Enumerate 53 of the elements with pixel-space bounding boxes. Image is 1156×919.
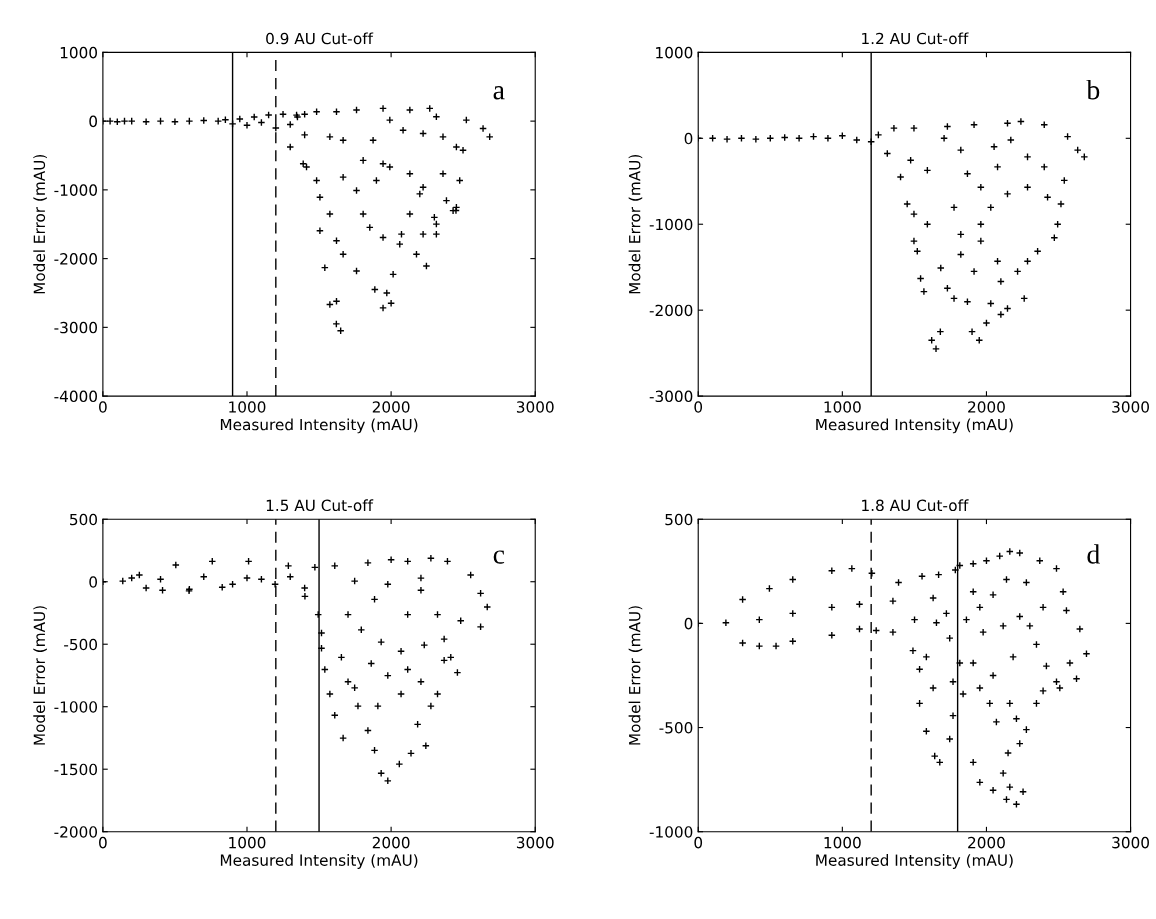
y-tick-label: 500 [665, 513, 693, 526]
chart-title: 1.8 AU Cut-off [862, 499, 969, 512]
x-axis-title: Measured Intensity (mAU) [220, 854, 418, 869]
x-tick-label: 1000 [824, 401, 861, 413]
y-tick-label: -4000 [54, 390, 98, 403]
x-tick-label: 2000 [968, 401, 1005, 413]
x-tick-label: 0 [99, 401, 107, 413]
y-tick-label: -2000 [54, 826, 98, 838]
x-tick-label: 1000 [229, 836, 266, 849]
y-tick-label: -3000 [54, 321, 98, 334]
y-tick-label: -2000 [649, 304, 693, 317]
x-tick-label: 3000 [516, 836, 554, 849]
chart-title: 1.5 AU Cut-off [266, 499, 374, 512]
annotation: b [1086, 79, 1100, 100]
x-axis-title: Measured Intensity (mAU) [816, 854, 1013, 869]
x-tick-label: 2000 [372, 401, 410, 413]
y-tick-label: 1000 [656, 46, 693, 59]
y-tick-label: -1500 [54, 763, 98, 776]
y-tick-label: 0 [684, 617, 693, 630]
annotation: c [493, 550, 505, 564]
y-tick-label: -1000 [54, 701, 98, 713]
y-tick-label: -3000 [649, 390, 693, 403]
y-tick-label: 1000 [60, 46, 98, 59]
chart-title: 0.9 AU Cut-off [266, 32, 374, 45]
y-tick-label: 0 [89, 576, 98, 588]
annotation: d [1087, 544, 1100, 564]
y-tick-label: -500 [659, 722, 693, 734]
y-tick-label: -2000 [54, 253, 98, 265]
x-tick-label: 3000 [1112, 836, 1149, 849]
x-axis-title: Measured Intensity (mAU) [220, 418, 418, 434]
y-tick-label: -1000 [54, 184, 98, 196]
y-axis-title: Model Error (mAU) [33, 606, 47, 745]
y-axis-title: Model Error (mAU) [628, 154, 643, 294]
x-tick-label: 0 [694, 836, 703, 849]
y-tick-label: 0 [684, 132, 693, 145]
y-axis-title: Model Error (mAU) [628, 606, 643, 745]
x-tick-label: 2000 [968, 836, 1005, 849]
y-tick-label: 500 [70, 513, 98, 526]
x-tick-label: 1000 [229, 401, 266, 413]
x-axis-title: Measured Intensity (mAU) [816, 418, 1013, 434]
x-tick-label: 0 [99, 836, 107, 849]
x-tick-label: 0 [694, 401, 703, 413]
y-tick-label: -1000 [649, 826, 693, 838]
y-axis-title: Model Error (mAU) [33, 154, 47, 294]
x-tick-label: 3000 [1112, 401, 1149, 413]
x-tick-label: 2000 [372, 836, 410, 849]
x-tick-label: 3000 [516, 401, 554, 413]
y-tick-label: 0 [89, 115, 98, 128]
y-tick-label: -500 [64, 638, 98, 651]
y-tick-label: -1000 [649, 218, 693, 231]
chart-title: 1.2 AU Cut-off [862, 32, 969, 45]
x-tick-label: 1000 [824, 836, 861, 849]
annotation: a [493, 86, 505, 100]
